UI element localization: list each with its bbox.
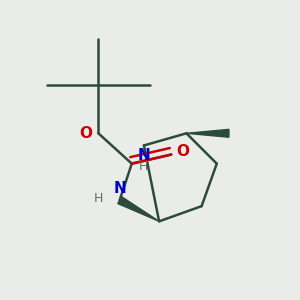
Polygon shape: [186, 129, 229, 137]
Text: H: H: [139, 160, 148, 173]
Text: N: N: [138, 148, 150, 164]
Text: O: O: [79, 126, 92, 141]
Polygon shape: [118, 196, 159, 221]
Text: N: N: [113, 182, 126, 196]
Text: H: H: [94, 192, 103, 206]
Text: O: O: [177, 144, 190, 159]
